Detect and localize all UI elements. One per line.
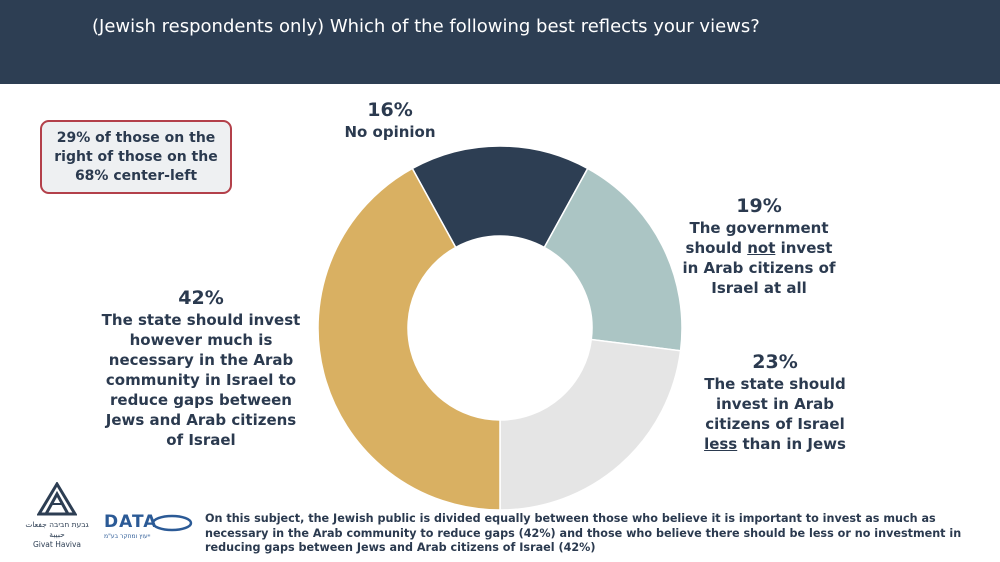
slice-text-invest-less-post: than in Jews xyxy=(737,435,846,453)
slice-text-invest-necessary: The state should invest however much is … xyxy=(101,311,301,449)
givat-haviva-logo: גבעת חביבה جفعات حبيبة Givat Haviva xyxy=(18,481,96,550)
footer-note: On this subject, the Jewish public is di… xyxy=(205,512,962,554)
data-logo-swoosh-icon xyxy=(151,514,193,532)
slice-text-not-invest-pre: The government should xyxy=(685,219,829,257)
slice-text-no-opinion: No opinion xyxy=(344,123,436,141)
slice-invest-necessary xyxy=(317,167,501,511)
slice-text-not-invest: The government should not invest in Arab… xyxy=(680,218,838,298)
slice-pct-invest-necessary: 42% xyxy=(178,287,224,309)
slice-text-invest-less-em: less xyxy=(704,435,738,453)
givat-haviva-logo-icon xyxy=(36,481,78,516)
page-title: (Jewish respondents only) Which of the f… xyxy=(92,16,760,37)
givat-haviva-name: Givat Haviva xyxy=(32,540,82,549)
slice-pct-invest-less: 23% xyxy=(752,351,798,373)
data-logo-sub: ייעוץ ומחקר בע"מ xyxy=(104,533,151,540)
callout-box: 29% of those on the right of those on th… xyxy=(40,120,232,194)
slice-invest-less xyxy=(499,338,682,511)
slice-text-invest-less-pre: The state should invest in Arab citizens… xyxy=(704,375,846,433)
slice-pct-not-invest: 19% xyxy=(736,195,782,217)
data-logo-word: DATA xyxy=(104,512,158,532)
slice-text-invest-less: The state should invest in Arab citizens… xyxy=(700,374,850,454)
data-logo: DATA ייעוץ ומחקר בע"מ xyxy=(104,512,196,540)
slice-text-not-invest-post: invest in Arab citizens of Israel at all xyxy=(682,239,836,297)
slice-label-no-opinion: 16% No opinion xyxy=(330,98,450,142)
slice-pct-no-opinion: 16% xyxy=(367,99,413,121)
slice-text-not-invest-em: not xyxy=(747,239,776,257)
slice-not-invest xyxy=(543,167,683,352)
header-bar: (Jewish respondents only) Which of the f… xyxy=(0,0,1000,84)
slice-no-opinion xyxy=(411,145,589,249)
callout-text: 29% of those on the right of those on th… xyxy=(54,129,218,184)
slice-label-invest-necessary: 42% The state should invest however much… xyxy=(98,286,304,450)
slice-label-not-invest: 19% The government should not invest in … xyxy=(680,194,838,298)
slice-label-invest-less: 23% The state should invest in Arab citi… xyxy=(700,350,850,454)
givat-haviva-hebrew: גבעת חביבה جفعات حبيبة xyxy=(25,520,89,539)
